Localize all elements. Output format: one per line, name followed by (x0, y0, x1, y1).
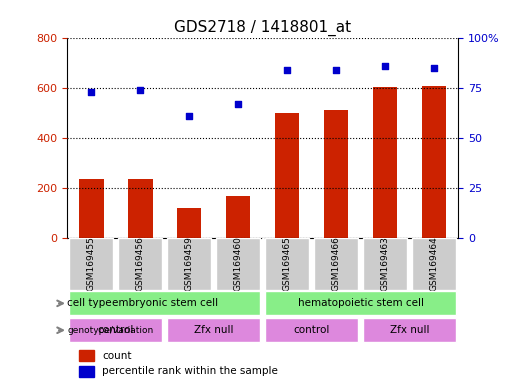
Point (88, 89, 96, 95)
Bar (216, 238, 260, 290)
Bar (79, 179, 104, 238)
Bar (373, 87, 397, 238)
Bar (226, 195, 250, 238)
Text: GSM169463: GSM169463 (381, 237, 389, 291)
Text: GSM169464: GSM169464 (430, 237, 438, 291)
Text: GSM169455: GSM169455 (87, 237, 96, 291)
Bar (412, 238, 456, 290)
Bar (275, 113, 299, 238)
Point (430, 65, 438, 71)
Text: control: control (294, 325, 330, 335)
Bar (422, 86, 446, 238)
Text: Zfx null: Zfx null (390, 325, 429, 335)
Bar (363, 318, 456, 343)
Bar (70, 318, 162, 343)
Bar (314, 238, 358, 290)
Text: cell type: cell type (67, 298, 112, 308)
Title: GDS2718 / 1418801_at: GDS2718 / 1418801_at (174, 20, 351, 36)
Text: GSM169465: GSM169465 (283, 237, 291, 291)
Bar (70, 238, 113, 290)
Point (332, 67, 340, 73)
Bar (79, 366, 94, 377)
Bar (177, 208, 201, 238)
Text: percentile rank within the sample: percentile rank within the sample (102, 366, 278, 376)
Text: Zfx null: Zfx null (194, 325, 233, 335)
Bar (128, 179, 152, 238)
Text: GSM169460: GSM169460 (234, 237, 243, 291)
Bar (167, 238, 211, 290)
Bar (324, 109, 348, 238)
Point (283, 67, 291, 73)
Text: hematopoietic stem cell: hematopoietic stem cell (298, 298, 423, 308)
Text: genotype/variation: genotype/variation (67, 326, 153, 335)
Text: GSM169466: GSM169466 (332, 237, 340, 291)
Point (136, 87, 144, 93)
Bar (363, 238, 407, 290)
Bar (70, 291, 260, 316)
Bar (79, 350, 94, 361)
Bar (265, 318, 358, 343)
Text: GSM169459: GSM169459 (185, 237, 194, 291)
Text: control: control (98, 325, 134, 335)
Point (381, 63, 389, 70)
Point (234, 101, 242, 108)
Text: embryonic stem cell: embryonic stem cell (112, 298, 218, 308)
Bar (167, 318, 260, 343)
Point (185, 113, 194, 119)
Bar (265, 238, 309, 290)
Bar (265, 291, 456, 316)
Text: GSM169456: GSM169456 (136, 237, 145, 291)
Bar (118, 238, 162, 290)
Text: count: count (102, 351, 132, 361)
